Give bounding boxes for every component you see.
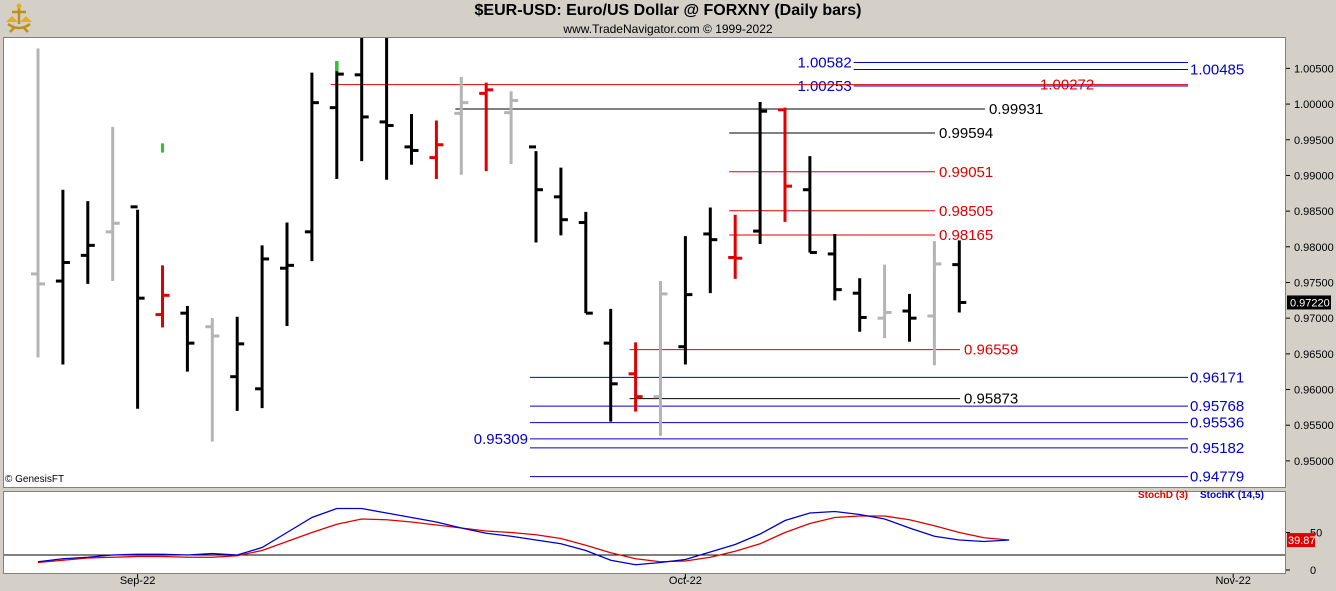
price-axis-label: 0.99000 [1294, 170, 1334, 182]
level-label: 0.95182 [1190, 440, 1244, 457]
price-bar [130, 205, 145, 409]
price-axis-label: 0.96000 [1294, 385, 1334, 397]
price-axis-label: 0.98000 [1294, 242, 1334, 254]
price-bar [230, 316, 245, 411]
price-bar [678, 236, 693, 365]
level-label: 0.98165 [939, 227, 993, 244]
price-bar [728, 214, 743, 279]
price-bar [653, 281, 668, 436]
price-bar [703, 207, 718, 294]
legend-stochk: StochK (14,5) [1200, 490, 1264, 501]
chart-title: $EUR-USD: Euro/US Dollar @ FORXNY (Daily… [474, 2, 862, 19]
price-chart-panel[interactable] [3, 37, 1286, 488]
price-bar [827, 233, 842, 301]
price-bar [877, 264, 892, 339]
price-bar [31, 48, 45, 358]
price-bar [902, 293, 917, 342]
level-label: 1.00582 [797, 55, 851, 72]
price-bar [105, 126, 120, 282]
price-axis-label: 0.95000 [1294, 456, 1334, 468]
last-price-box [1287, 295, 1331, 310]
copyright-label: © GenesisFT [5, 474, 65, 485]
price-axis-label: 1.00000 [1294, 99, 1334, 111]
price-axis-label: 0.98500 [1294, 206, 1334, 218]
price-bar [952, 240, 967, 313]
stoch-last-label: 39.87 [1288, 535, 1316, 547]
price-bar [852, 278, 867, 332]
legend-stochd: StochD (3) [1138, 490, 1188, 501]
level-label: 1.00253 [797, 78, 851, 95]
level-label: 0.95768 [1190, 398, 1244, 415]
level-label: 0.95309 [474, 431, 528, 448]
price-axis-label: 1.00500 [1294, 63, 1334, 75]
price-bar [205, 318, 220, 442]
price-bar [80, 201, 95, 284]
price-bar [429, 120, 444, 180]
price-axis-label: 0.95500 [1294, 420, 1334, 432]
level-label: 0.94779 [1190, 469, 1244, 486]
price-bar [55, 189, 70, 365]
price-bar [379, 38, 394, 180]
level-label: 0.96559 [964, 342, 1018, 359]
level-label: 1.00485 [1190, 61, 1244, 78]
level-label: 0.99931 [989, 101, 1043, 118]
price-bar [778, 107, 792, 222]
price-axis-label: 0.97000 [1294, 313, 1334, 325]
date-axis-label: Nov-22 [1215, 575, 1250, 587]
price-bar [329, 61, 344, 180]
price-bar [255, 245, 270, 409]
price-bar [479, 82, 494, 172]
level-label: 0.99594 [939, 125, 993, 142]
price-axis-label: 0.96500 [1294, 349, 1334, 361]
level-label: 0.99051 [939, 164, 993, 181]
stoch-series-line [37, 507, 1010, 566]
date-axis-label: Oct-22 [669, 575, 702, 587]
price-axis-label: 0.99500 [1294, 135, 1334, 147]
price-bar [354, 38, 369, 162]
logo-glyph [6, 3, 32, 33]
price-bar [504, 91, 519, 165]
price-bar [404, 114, 419, 165]
price-bar [155, 265, 170, 328]
stoch-series-line [37, 515, 1010, 564]
price-bar [628, 342, 643, 412]
price-bar [927, 241, 942, 366]
stoch-axis-label: 0 [1310, 565, 1316, 577]
last-price-label: 0.97220 [1290, 297, 1330, 309]
level-label: 0.95536 [1190, 415, 1244, 432]
price-bar [553, 167, 568, 236]
chart-subtitle: www.TradeNavigator.com © 1999-2022 [563, 22, 773, 36]
price-bar [578, 211, 593, 315]
price-bar [454, 76, 469, 175]
stoch-last-box [1287, 533, 1315, 548]
price-bar [304, 72, 319, 262]
price-axis-label: 0.97500 [1294, 277, 1334, 289]
level-label: 0.95873 [964, 391, 1018, 408]
price-bar [802, 156, 817, 255]
price-bar [753, 101, 768, 244]
price-bar [280, 222, 294, 327]
trade-navigator-logo-icon [4, 2, 34, 34]
price-bar [180, 306, 195, 372]
date-axis-label: Sep-22 [120, 575, 155, 587]
level-label: 1.00272 [1040, 77, 1094, 94]
price-bar [603, 308, 618, 422]
level-label: 0.96171 [1190, 369, 1244, 386]
level-label: 0.98505 [939, 203, 993, 220]
price-bar [529, 145, 543, 243]
